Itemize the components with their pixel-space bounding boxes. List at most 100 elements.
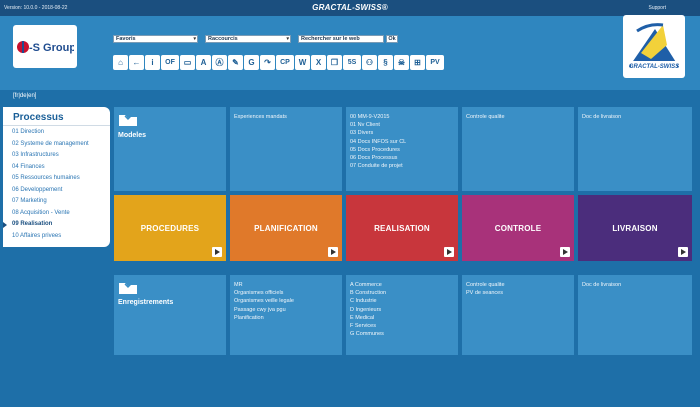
list-item[interactable]: D Ingenieurs	[350, 306, 382, 313]
process-tile-controle[interactable]: CONTROLE	[462, 195, 574, 261]
pirate-icon[interactable]: ☠	[394, 55, 409, 70]
list-item[interactable]: PV de seances	[466, 290, 503, 297]
refresh-icon[interactable]: ↷	[260, 55, 275, 70]
toolbar-5s-button[interactable]: 5S	[343, 55, 361, 70]
gs-group-logo[interactable]: -S Group	[13, 25, 77, 68]
list-item[interactable]: MR	[234, 282, 243, 288]
toolbar-cp-button[interactable]: CP	[276, 55, 294, 70]
chevron-down-icon: ▾	[193, 36, 196, 42]
process-tile-label: LIVRAISON	[612, 224, 658, 233]
sidebar-item-realisation[interactable]: 09 Realisation	[3, 219, 110, 231]
process-tile-label: PLANIFICATION	[254, 224, 318, 233]
controle-records-list: Controle qualite PV de seances	[466, 281, 505, 297]
version-label: Version: 10.0.0 - 2018-08-22	[4, 5, 68, 11]
info-icon[interactable]: i	[145, 55, 160, 70]
back-icon[interactable]: ←	[129, 55, 144, 70]
process-tile-realisation[interactable]: REALISATION	[346, 195, 458, 261]
top-bar: Version: 10.0.0 - 2018-08-22 GRACTAL-SWI…	[0, 0, 700, 16]
livraison-records-list: Doc de livraison	[582, 281, 621, 289]
favoris-select[interactable]: Favoris ▾	[113, 35, 198, 43]
process-tile-planification[interactable]: PLANIFICATION	[230, 195, 342, 261]
list-item[interactable]: 00 MM-9-V2015	[350, 114, 390, 120]
list-item[interactable]: E Medical	[350, 314, 375, 321]
sidebar-title: Processus	[13, 112, 64, 123]
list-item[interactable]: Organismes officiels	[234, 290, 284, 297]
tools-icon[interactable]: ✎	[228, 55, 243, 70]
svg-text:GRACTAL-SWISS: GRACTAL-SWISS	[629, 64, 679, 70]
sidebar-item-direction[interactable]: 01 Direction	[12, 129, 45, 135]
list-item[interactable]: Experiences mandats	[234, 114, 287, 120]
list-item[interactable]: Passage cwy jva pgu	[234, 306, 286, 313]
planification-records-cell: MR Organismes officiels Organismes veille …	[230, 275, 342, 355]
realisation-models-cell: 00 MM-9-V2015 01 Nv Client 03 Divers 04 Doc…	[346, 107, 458, 191]
modeles-label: Modeles	[118, 132, 147, 139]
hierarchy-icon[interactable]: ⚇	[362, 55, 377, 70]
home-icon[interactable]: ⌂	[113, 55, 128, 70]
list-item[interactable]: A Commerce	[350, 282, 382, 288]
sidebar-item-finances[interactable]: 04 Finances	[12, 163, 45, 170]
enregistrements-cell[interactable]: Enregistrements	[114, 275, 226, 355]
monitor-icon[interactable]: ▭	[180, 55, 195, 70]
play-icon[interactable]	[678, 247, 688, 257]
sidebar-item-affaires-privees[interactable]: 10 Affaires privees	[12, 232, 62, 239]
toolbar-of-button[interactable]: OF	[161, 55, 179, 70]
list-item[interactable]: Planification	[234, 314, 264, 321]
play-icon[interactable]	[560, 247, 570, 257]
sidebar-item-acquisition-vente[interactable]: 08 Acquisition - Vente	[12, 209, 70, 216]
raccourcis-select-value: Raccourcis	[208, 36, 238, 42]
language-switcher[interactable]: [fr|de|en]	[13, 93, 37, 99]
web-search-input[interactable]: Rechercher sur le web	[298, 35, 384, 43]
support-link[interactable]: Support	[648, 5, 666, 11]
list-item[interactable]: Controle qualite	[466, 282, 505, 288]
play-icon[interactable]	[328, 247, 338, 257]
sidebar-item-developpement[interactable]: 06 Developpement	[12, 186, 63, 193]
list-item[interactable]: 01 Nv Client	[350, 122, 380, 129]
list-item[interactable]: 04 Docs INFOS sur CL	[350, 138, 407, 145]
list-item[interactable]: B Construction	[350, 290, 387, 297]
toolbar--button[interactable]: §	[378, 55, 393, 70]
toolbar-x-button[interactable]: X	[311, 55, 326, 70]
search-ok-button[interactable]: Ok	[386, 35, 398, 43]
list-item[interactable]: 06 Docs Processus	[350, 155, 398, 162]
gractal-swiss-logo[interactable]: GRACTAL-SWISS	[623, 15, 685, 78]
copy-icon[interactable]: ❐	[327, 55, 342, 70]
toolbar-a-button[interactable]: Ⓐ	[212, 55, 227, 70]
realisation-models-list: 00 MM-9-V2015 01 Nv Client 03 Divers 04 Doc…	[350, 113, 406, 170]
list-item[interactable]: Controle qualite	[466, 114, 505, 120]
org-icon[interactable]: ⊞	[410, 55, 425, 70]
list-item[interactable]: C Industrie	[350, 298, 377, 305]
process-tile-procedures[interactable]: PROCEDURES	[114, 195, 226, 261]
play-icon[interactable]	[212, 247, 222, 257]
list-item[interactable]: 07 Conduite de projet	[350, 163, 403, 170]
enregistrements-label: Enregistrements	[118, 299, 174, 306]
controle-records-cell: Controle qualite PV de seances	[462, 275, 574, 355]
list-item[interactable]: Organismes veille legale	[234, 298, 294, 305]
raccourcis-select[interactable]: Raccourcis ▾	[205, 35, 291, 43]
process-sidebar: Processus 01 Direction 02 Systeme de man…	[3, 107, 110, 247]
controle-models-list: Controle qualite	[466, 113, 505, 121]
folder-icon	[119, 112, 137, 126]
list-item[interactable]: F Services	[350, 323, 376, 330]
play-icon[interactable]	[444, 247, 454, 257]
folder-icon	[119, 280, 137, 294]
brand-title: GRACTAL-SWISS®	[312, 3, 388, 12]
list-item[interactable]: Doc de livraison	[582, 114, 622, 120]
toolbar-g-button[interactable]: G	[244, 55, 259, 70]
sidebar-item-systeme-management[interactable]: 02 Systeme de management	[12, 140, 89, 147]
list-item[interactable]: Doc de livraison	[582, 282, 622, 288]
toolbar-a-button[interactable]: A	[196, 55, 211, 70]
planification-records-list: MR Organismes officiels Organismes veille …	[234, 281, 294, 322]
toolbar-w-button[interactable]: W	[295, 55, 310, 70]
realisation-records-cell: A Commerce B Construction C Industrie D Ing…	[346, 275, 458, 355]
toolbar-pv-button[interactable]: PV	[426, 55, 444, 70]
process-tile-label: REALISATION	[374, 224, 430, 233]
sidebar-item-marketing[interactable]: 07 Marketing	[12, 198, 47, 204]
sidebar-item-infrastructures[interactable]: 03 Infrastructures	[12, 152, 59, 158]
list-item[interactable]: G Communes	[350, 331, 384, 338]
list-item[interactable]: 03 Divers	[350, 130, 374, 137]
sidebar-item-ressources-humaines[interactable]: 05 Ressources humaines	[12, 175, 80, 181]
list-item[interactable]: 05 Docs Procedures	[350, 146, 400, 153]
process-tile-label: CONTROLE	[494, 224, 542, 233]
modeles-cell[interactable]: Modeles	[114, 107, 226, 191]
process-tile-livraison[interactable]: LIVRAISON	[578, 195, 692, 261]
